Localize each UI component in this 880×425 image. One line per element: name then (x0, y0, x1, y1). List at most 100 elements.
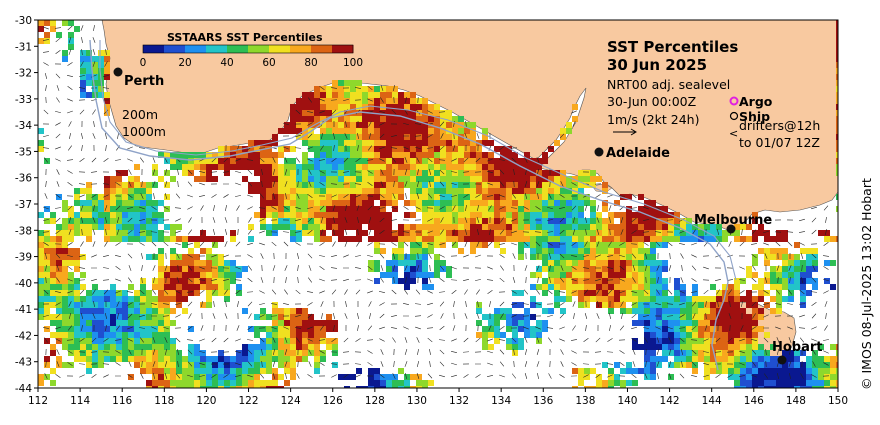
sst-cell (338, 86, 344, 92)
current-vector (105, 48, 107, 56)
current-vector (355, 255, 361, 257)
current-vector (307, 207, 313, 209)
current-vector (775, 289, 781, 295)
sst-cell (368, 164, 374, 170)
current-vector (464, 229, 468, 235)
sst-cell (518, 170, 524, 176)
sst-cell (668, 224, 674, 230)
sst-cell (620, 290, 626, 296)
sst-cell (764, 386, 770, 388)
sst-cell (566, 212, 572, 218)
sst-cell (668, 230, 674, 236)
sst-cell (302, 308, 308, 314)
sst-cell (398, 164, 404, 170)
sst-cell (302, 182, 308, 188)
sst-cell (338, 230, 344, 236)
sst-cell (116, 296, 122, 302)
current-vector (680, 277, 684, 283)
sst-cell (662, 332, 668, 338)
current-vector (260, 277, 264, 283)
current-vector (439, 325, 445, 331)
sst-cell (140, 200, 146, 206)
sst-cell (494, 170, 500, 176)
current-vector (67, 254, 73, 258)
sst-cell (542, 212, 548, 218)
sst-cell (74, 278, 80, 284)
current-vector (330, 279, 338, 281)
current-vector (367, 362, 373, 366)
current-vector (176, 277, 180, 283)
sst-cell (452, 212, 458, 218)
current-vector (247, 374, 253, 378)
current-vector (44, 73, 48, 79)
sst-cell (290, 218, 296, 224)
sst-cell (572, 230, 578, 236)
sst-cell (746, 332, 752, 338)
sst-cell (458, 116, 464, 122)
sst-cell (602, 260, 608, 266)
sst-cell (626, 290, 632, 296)
colorbar-segment (269, 45, 291, 53)
sst-cell (284, 356, 290, 362)
sst-cell (38, 38, 44, 44)
sst-cell (536, 236, 542, 242)
current-vector (223, 279, 229, 281)
sst-cell (86, 332, 92, 338)
sst-cell (782, 380, 788, 386)
sst-cell (260, 386, 266, 388)
sst-cell (782, 278, 788, 284)
sst-cell (206, 386, 212, 388)
current-vector (213, 205, 215, 211)
current-vector (511, 337, 517, 343)
sst-cell (128, 200, 134, 206)
sst-cell (356, 182, 362, 188)
sst-cell (164, 266, 170, 272)
current-vector (656, 265, 660, 271)
sst-cell (56, 32, 62, 38)
current-vector (186, 339, 194, 341)
current-vector (237, 300, 239, 308)
sst-cell (128, 296, 134, 302)
current-vector (369, 313, 371, 319)
sst-cell (836, 350, 838, 356)
sst-cell (134, 194, 140, 200)
current-vector (105, 228, 107, 236)
sst-cell (404, 254, 410, 260)
current-vector (619, 278, 625, 282)
current-vector (198, 279, 206, 281)
sst-cell (836, 92, 838, 98)
sst-cell (662, 296, 668, 302)
sst-cell (674, 236, 680, 242)
current-vector (546, 327, 554, 329)
sst-cell (248, 140, 254, 146)
sst-cell (164, 182, 170, 188)
sst-cell (338, 146, 344, 152)
sst-cell (710, 320, 716, 326)
sst-cell (254, 344, 260, 350)
legend-drifters-to: to 01/07 12Z (739, 135, 820, 150)
sst-cell (176, 278, 182, 284)
sst-cell (302, 206, 308, 212)
current-vector (740, 325, 744, 331)
sst-cell (410, 164, 416, 170)
sst-cell (722, 302, 728, 308)
sst-cell (296, 308, 302, 314)
sst-cell (644, 344, 650, 350)
current-vector (103, 374, 109, 378)
sst-cell (602, 182, 608, 188)
sst-cell (794, 380, 800, 386)
sst-cell (704, 314, 710, 320)
sst-cell (110, 206, 116, 212)
current-vector (42, 51, 50, 53)
sst-cell (92, 206, 98, 212)
sst-cell (434, 116, 440, 122)
current-vector (294, 327, 302, 329)
sst-cell (500, 146, 506, 152)
sst-cell (404, 272, 410, 278)
sst-cell (80, 344, 86, 350)
sst-cell (632, 278, 638, 284)
sst-cell (782, 260, 788, 266)
sst-cell (200, 278, 206, 284)
sst-cell (188, 368, 194, 374)
sst-cell (98, 290, 104, 296)
